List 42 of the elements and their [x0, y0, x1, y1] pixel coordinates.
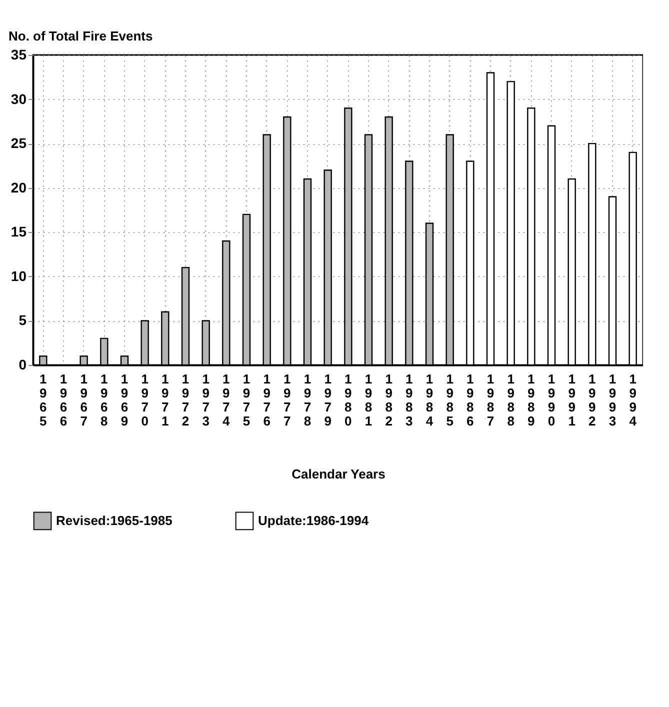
x-tick-label: 1991: [568, 372, 576, 428]
x-tick-label: 1982: [385, 372, 392, 428]
y-tick-label: 5: [18, 312, 27, 328]
y-tick-label: 15: [10, 224, 27, 240]
x-tick-label: 1965: [40, 372, 47, 428]
x-tick-label: 1971: [162, 372, 169, 428]
x-tick-label: 1980: [344, 372, 352, 428]
y-tick-label: 25: [10, 135, 27, 152]
x-tick-label: 1972: [182, 372, 190, 428]
x-tick-label: 1987: [486, 372, 494, 428]
x-tick-label: 1967: [80, 372, 88, 428]
x-tick-label: 1992: [588, 372, 596, 428]
x-tick-label: 1986: [466, 372, 474, 428]
x-tick-label: 1985: [446, 372, 454, 428]
x-tick-label: 1973: [202, 372, 210, 428]
x-tick-label: 1990: [548, 372, 556, 428]
x-tick-label: 1976: [263, 372, 270, 428]
x-axis-title: Calendar Years: [292, 466, 386, 482]
x-tick-label: 1989: [528, 372, 535, 428]
y-tick-label: 30: [10, 90, 27, 107]
x-tick-label: 1984: [426, 372, 434, 428]
x-tick-label: 1977: [284, 372, 291, 428]
x-tick-label: 1981: [364, 372, 372, 428]
x-tick-label: 1968: [100, 372, 108, 428]
x-tick-label: 1970: [141, 372, 148, 428]
x-tick-label: 1969: [120, 372, 128, 428]
x-tick-label: 1978: [304, 372, 312, 428]
y-tick-label: 35: [10, 46, 27, 62]
y-axis-title: No. of Total Fire Events: [8, 28, 153, 44]
x-tick-label: 1979: [324, 372, 332, 428]
x-tick-label: 1988: [507, 372, 514, 428]
y-tick-label: 0: [18, 356, 27, 372]
x-tick-label: 1974: [222, 372, 231, 428]
x-tick-label: 1975: [242, 372, 250, 428]
x-tick-label: 1993: [608, 372, 616, 428]
x-tick-label: 1983: [406, 372, 413, 428]
x-tick-label: 1994: [629, 372, 638, 428]
legend-label: Update:1986-1994: [258, 512, 370, 528]
legend-label: Revised:1965-1985: [56, 512, 172, 528]
y-tick-label: 10: [10, 268, 27, 284]
y-tick-label: 20: [10, 179, 27, 196]
x-tick-label: 1966: [60, 372, 68, 428]
